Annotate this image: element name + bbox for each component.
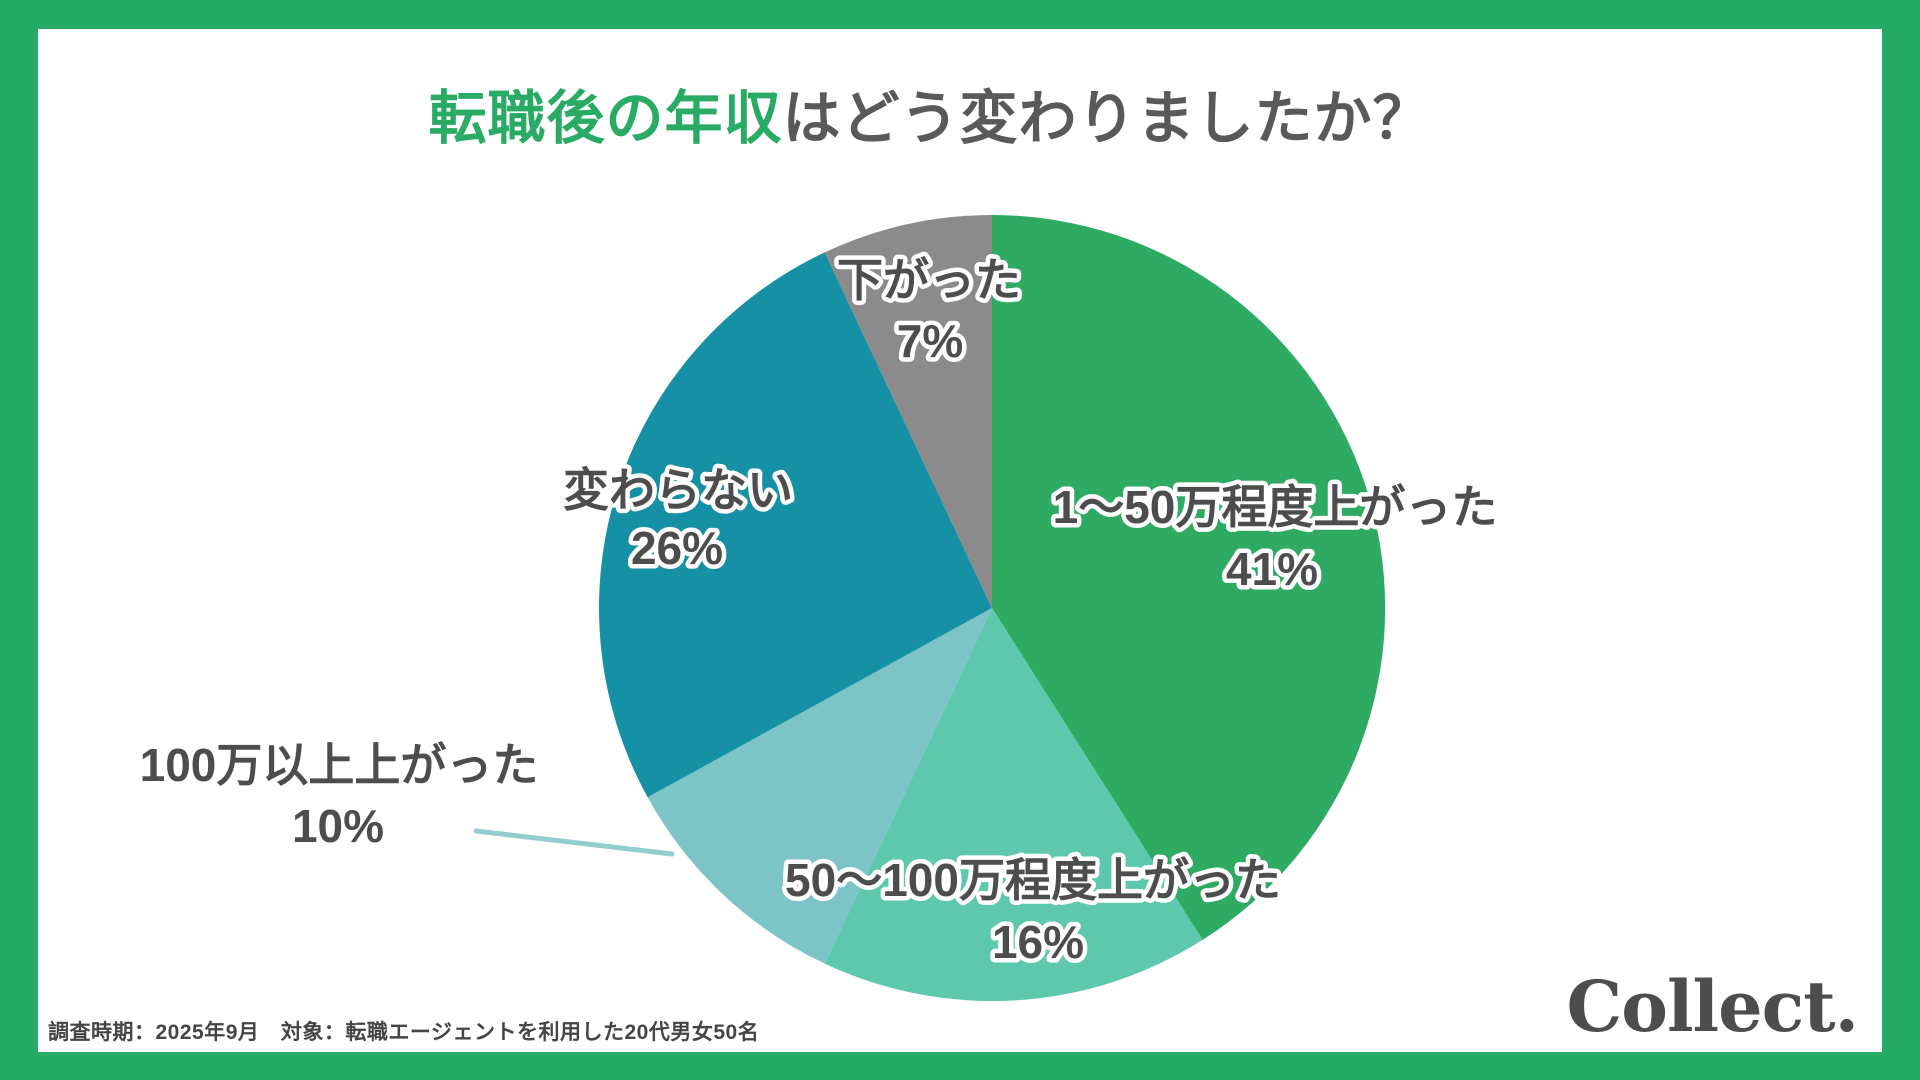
label-100man-plus-up: 100万以上上がった xyxy=(140,739,539,791)
pie-slice-100man-plus-up xyxy=(647,608,992,964)
pie-slice-50-100man-up xyxy=(824,608,1203,1002)
pie-slice-1-50man-up xyxy=(992,214,1386,940)
label-no-change: 変わらない xyxy=(563,464,793,516)
pie-slice-decreased xyxy=(824,215,992,608)
label-no-change-pct: 26% xyxy=(631,522,723,574)
label-1-50man-up: 1〜50万程度上がった xyxy=(1053,481,1498,533)
title-rest: はどう変わりましたか？ xyxy=(782,86,1432,151)
label-decreased-pct: 7% xyxy=(897,315,963,367)
page-title: 転職後の年収はどう変わりましたか？ xyxy=(0,90,1860,148)
label-50-100man-up-pct: 16% xyxy=(992,916,1084,968)
label-100man-plus-up-pct: 10% xyxy=(292,800,384,852)
pie-slice-no-change xyxy=(599,252,992,798)
survey-note: 調査時期：2025年9月 対象：転職エージェントを利用した20代男女50名 xyxy=(48,1021,760,1044)
leader-line-100man-plus xyxy=(473,828,675,857)
label-1-50man-up-pct: 41% xyxy=(1226,543,1318,595)
label-50-100man-up: 50〜100万程度上がった xyxy=(785,854,1281,906)
label-decreased: 下がった xyxy=(837,254,1021,306)
collect-logo: Collect. xyxy=(1566,965,1859,1048)
title-highlight: 転職後の年収 xyxy=(428,86,783,151)
